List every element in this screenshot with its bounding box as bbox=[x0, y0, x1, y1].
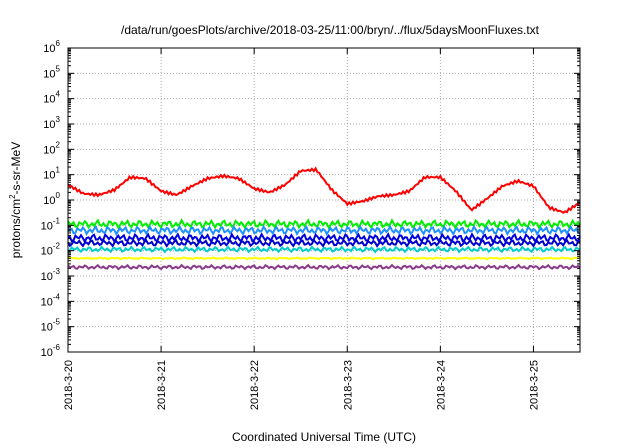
x-tick-label: 2018-3-22 bbox=[249, 360, 261, 410]
y-tick-label: 10-4 bbox=[41, 292, 61, 308]
series-line bbox=[67, 224, 581, 237]
y-tick-label: 102 bbox=[43, 140, 60, 156]
y-axis-label-prefix: protons/cm bbox=[9, 199, 23, 258]
y-tick-label: 101 bbox=[43, 166, 60, 182]
x-tick-label: 2018-3-20 bbox=[63, 360, 75, 410]
y-axis-label-sup: 2 bbox=[8, 194, 17, 199]
x-tick-label: 2018-3-23 bbox=[342, 360, 354, 410]
x-tick-label: 2018-3-24 bbox=[435, 360, 447, 410]
series-line bbox=[67, 232, 581, 244]
series-group bbox=[67, 166, 581, 271]
x-axis-label: Coordinated Universal Time (UTC) bbox=[232, 430, 416, 444]
y-axis-label: protons/cm2-s-sr-MeV bbox=[8, 142, 23, 258]
y-tick-label: 105 bbox=[43, 64, 60, 80]
grid bbox=[68, 48, 580, 352]
x-tick-label: 2018-3-25 bbox=[528, 360, 540, 410]
series-line bbox=[67, 166, 581, 215]
y-tick-label: 10-1 bbox=[41, 216, 61, 232]
y-tick-label: 10-2 bbox=[41, 242, 61, 258]
series-line bbox=[67, 245, 581, 254]
y-tick-label: 10-5 bbox=[41, 318, 61, 334]
y-ticks: 10-6 10-5 10-4 10-3 10-2 10-1 100 101 102 103 104 1… bbox=[41, 39, 580, 359]
chart-title: /data/run/goesPlots/archive/2018-03-25/1… bbox=[121, 23, 540, 37]
series-line bbox=[67, 256, 581, 261]
y-tick-label: 104 bbox=[43, 90, 60, 106]
x-tick-label: 2018-3-21 bbox=[156, 360, 168, 410]
y-axis-label-suffix: -s-sr-MeV bbox=[9, 142, 23, 195]
y-tick-label: 106 bbox=[43, 39, 60, 55]
y-tick-label: 10-6 bbox=[41, 343, 61, 359]
series-line bbox=[67, 218, 581, 231]
series-line bbox=[67, 263, 581, 271]
y-tick-label: 10-3 bbox=[41, 267, 61, 283]
y-tick-label: 100 bbox=[43, 191, 60, 207]
x-ticks: 2018-3-20 2018-3-21 2018-3-22 2018-3-23 2018… bbox=[63, 48, 540, 410]
series-line bbox=[67, 238, 581, 248]
y-tick-label: 103 bbox=[43, 115, 60, 131]
